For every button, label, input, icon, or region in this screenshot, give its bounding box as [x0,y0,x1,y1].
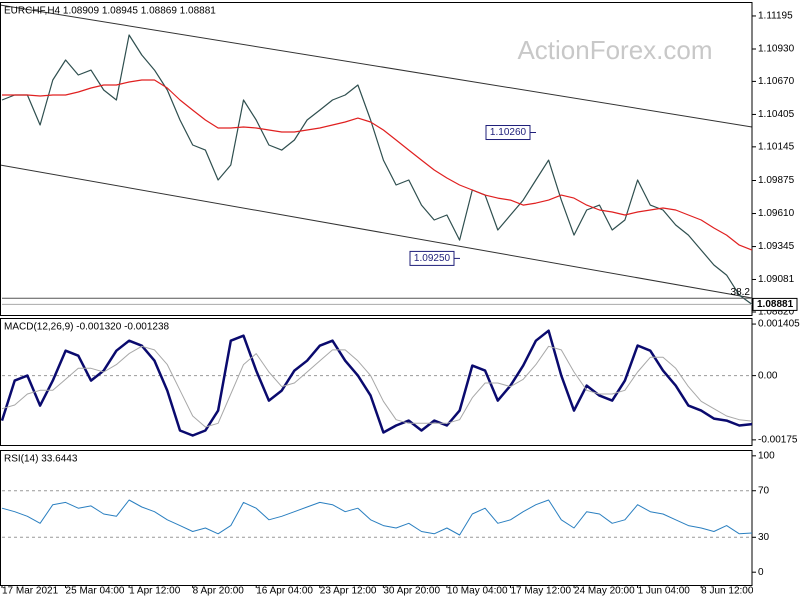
watermark: ActionForex.com [517,35,712,65]
y-tick-label: 0.001405 [758,319,800,330]
last-price-box [752,297,798,311]
y-tick-label: 1.11195 [758,11,793,22]
y-tick-label: 1.08820 [758,307,795,318]
series-line [2,79,753,251]
x-tick-label: 17 Mar 2021 [2,586,59,597]
upper-channel-line [0,4,753,128]
annotation-label: 1.10260 [490,127,527,138]
lower-channel-line [0,164,753,299]
y-tick-label: 1.10930 [758,44,795,55]
x-tick-label: 8 Apr 20:00 [193,586,245,597]
pane-title: MACD(12,26,9) -0.001320 -0.001238 [4,322,170,333]
y-tick-label: 30 [758,532,770,543]
x-tick-label: 24 May 20:00 [574,586,635,597]
pane-title: EURCHF,H4 1.08909 1.08945 1.08869 1.0888… [4,6,216,17]
x-tick-label: 17 May 12:00 [510,586,571,597]
x-tick-label: 30 Apr 20:00 [383,586,440,597]
pane-frame [0,450,753,586]
series-line [1,34,753,305]
x-tick-label: 1 Apr 12:00 [129,586,181,597]
y-tick-label: 1.09610 [758,208,795,219]
y-tick-label: 1.10405 [758,109,795,120]
x-tick-label: 8 Jun 12:00 [701,586,754,597]
y-tick-label: 70 [758,485,770,496]
x-tick-label: 1 Jun 04:00 [638,586,691,597]
y-tick-label: 1.09875 [758,175,795,186]
series-line [0,329,753,437]
pane-title: RSI(14) 33.6443 [4,454,78,465]
series-line [1,345,753,428]
y-tick-label: 100 [758,450,775,461]
y-tick-label: 0 [758,567,764,578]
y-tick-label: -0.00175 [758,435,798,446]
x-tick-label: 25 Mar 04:00 [66,586,125,597]
last-price-label: 1.08881 [757,299,794,310]
y-tick-label: 0.00 [758,370,778,381]
y-tick-label: 1.10670 [758,76,795,87]
y-tick-label: 1.09345 [758,241,795,252]
pane-frame [0,2,753,316]
y-tick-label: 1.09081 [758,274,795,285]
x-tick-label: 23 Apr 12:00 [320,586,377,597]
x-tick-label: 16 Apr 04:00 [256,586,313,597]
x-tick-label: 10 May 04:00 [447,586,508,597]
pane-frame [0,318,753,446]
fib-label: 38.2 [731,287,751,298]
annotation-label: 1.09250 [414,253,451,264]
y-tick-label: 1.10145 [758,141,795,152]
series-line [1,499,753,536]
